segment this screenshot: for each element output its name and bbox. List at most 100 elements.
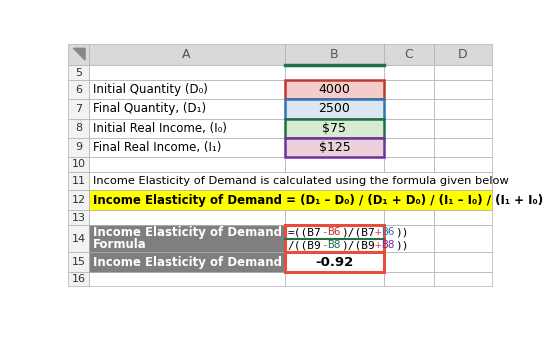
Text: Initial Quantity (D₀): Initial Quantity (D₀) — [93, 83, 208, 96]
Bar — [68, 225, 89, 253]
Bar — [384, 190, 434, 210]
Text: B6: B6 — [382, 227, 395, 237]
Text: B8: B8 — [382, 240, 395, 250]
Bar — [89, 210, 284, 225]
Bar — [68, 99, 89, 119]
Bar — [284, 119, 384, 138]
Text: Income Elasticity of Demand = (D₁ – D₀) / (D₁ + D₀) / (I₁ – I₀) / (I₁ + I₀): Income Elasticity of Demand = (D₁ – D₀) … — [93, 194, 543, 207]
Bar — [89, 119, 284, 138]
Bar — [89, 225, 284, 253]
Bar — [434, 272, 492, 286]
Bar — [284, 65, 384, 80]
Text: 11: 11 — [72, 176, 85, 186]
Text: Initial Real Income, (I₀): Initial Real Income, (I₀) — [93, 122, 227, 135]
Bar — [89, 80, 284, 99]
Bar — [68, 210, 89, 225]
Bar — [284, 253, 384, 272]
Text: )/(B9: )/(B9 — [341, 240, 375, 250]
Text: +: + — [375, 227, 382, 237]
Text: 6: 6 — [75, 85, 82, 95]
Bar — [89, 190, 284, 210]
Bar — [89, 138, 284, 157]
Bar — [89, 99, 284, 119]
Bar — [384, 119, 434, 138]
Text: Income Elasticity of Demand is calculated using the formula given below: Income Elasticity of Demand is calculate… — [93, 176, 509, 186]
Bar — [284, 225, 384, 253]
Text: 12: 12 — [72, 195, 86, 205]
Text: Income Elasticity of Demand: Income Elasticity of Demand — [93, 226, 282, 240]
Bar — [68, 190, 89, 210]
Bar — [68, 138, 89, 157]
Bar — [384, 157, 434, 172]
Bar — [89, 190, 492, 210]
Bar — [384, 65, 434, 80]
Bar — [284, 99, 384, 119]
Text: C: C — [405, 48, 414, 61]
Text: Income Elasticity of Demand: Income Elasticity of Demand — [93, 256, 282, 269]
Bar — [284, 119, 384, 138]
Text: 9: 9 — [75, 142, 82, 152]
Bar — [434, 99, 492, 119]
Bar — [284, 225, 384, 253]
Bar — [89, 253, 284, 272]
Text: )): )) — [395, 227, 409, 237]
Bar — [284, 253, 384, 272]
Bar — [68, 65, 89, 80]
Text: 10: 10 — [72, 159, 85, 169]
Text: A: A — [182, 48, 191, 61]
Bar — [384, 138, 434, 157]
Bar — [284, 190, 384, 210]
Text: B: B — [330, 48, 339, 61]
Text: =((B7: =((B7 — [287, 227, 321, 237]
Bar — [384, 225, 434, 253]
Bar — [89, 65, 284, 80]
Text: 13: 13 — [72, 213, 85, 223]
Bar — [284, 99, 384, 119]
Bar — [89, 272, 284, 286]
Bar — [284, 80, 384, 99]
Text: 4000: 4000 — [318, 83, 350, 96]
Bar — [434, 65, 492, 80]
Text: -: - — [321, 227, 328, 237]
Text: )/(B7: )/(B7 — [341, 227, 375, 237]
Bar — [434, 172, 492, 190]
Bar — [284, 138, 384, 157]
Bar — [384, 80, 434, 99]
Bar — [89, 172, 492, 190]
Bar — [89, 44, 284, 65]
Bar — [434, 119, 492, 138]
Text: 16: 16 — [72, 274, 85, 284]
Bar — [284, 80, 384, 99]
Bar — [384, 99, 434, 119]
Bar — [68, 44, 89, 65]
Bar — [68, 157, 89, 172]
Bar — [284, 99, 384, 119]
Bar — [68, 172, 89, 190]
Bar — [434, 157, 492, 172]
Text: 5: 5 — [75, 68, 82, 78]
Bar — [384, 44, 434, 65]
Bar — [89, 157, 284, 172]
Bar — [284, 80, 384, 99]
Text: 8: 8 — [75, 123, 82, 133]
Bar — [284, 272, 384, 286]
Bar — [68, 272, 89, 286]
Text: D: D — [458, 48, 468, 61]
Bar — [68, 80, 89, 99]
Text: $125: $125 — [318, 141, 350, 154]
Bar — [284, 119, 384, 138]
Text: B8: B8 — [328, 240, 341, 250]
Bar — [384, 210, 434, 225]
Text: +: + — [375, 240, 382, 250]
Bar — [68, 119, 89, 138]
Text: -0.92: -0.92 — [315, 256, 353, 269]
Bar — [384, 272, 434, 286]
Bar — [434, 138, 492, 157]
Bar — [89, 80, 284, 99]
Bar — [284, 44, 384, 65]
Bar — [89, 172, 284, 190]
Bar — [434, 225, 492, 253]
Bar — [89, 119, 284, 138]
Text: Formula: Formula — [93, 238, 147, 252]
Bar — [434, 253, 492, 272]
